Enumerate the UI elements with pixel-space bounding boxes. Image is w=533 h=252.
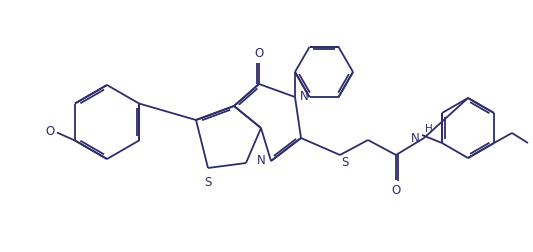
Text: N: N bbox=[300, 90, 309, 104]
Text: N: N bbox=[257, 154, 266, 168]
Text: S: S bbox=[341, 156, 349, 169]
Text: H: H bbox=[425, 124, 433, 134]
Text: O: O bbox=[391, 184, 401, 197]
Text: O: O bbox=[254, 47, 264, 60]
Text: N: N bbox=[411, 132, 420, 144]
Text: S: S bbox=[204, 176, 212, 189]
Text: O: O bbox=[46, 125, 55, 138]
